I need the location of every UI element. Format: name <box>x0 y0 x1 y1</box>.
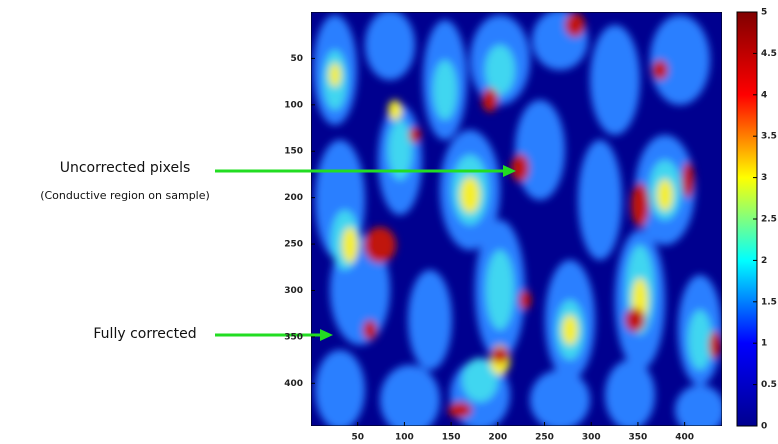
y-tick-label: 300 <box>284 286 303 296</box>
colorbar-tick-label: 2 <box>761 256 767 266</box>
x-tick-label: 100 <box>395 433 414 443</box>
annotation: Fully corrected <box>93 326 196 342</box>
annotation: (Conductive region on sample) <box>40 189 210 202</box>
annotation: Uncorrected pixels <box>60 160 191 176</box>
x-tick-label: 200 <box>488 433 507 443</box>
colorbar-tick-label: 3.5 <box>761 132 777 142</box>
colorbar-tick-label: 4 <box>761 90 767 100</box>
y-tick-label: 250 <box>284 240 303 250</box>
colorbar-tick-label: 1 <box>761 339 767 349</box>
x-tick-label: 150 <box>442 433 461 443</box>
y-tick-label: 150 <box>284 147 303 157</box>
y-tick-label: 50 <box>290 54 303 64</box>
x-tick-label: 50 <box>351 433 364 443</box>
x-tick-label: 300 <box>582 433 601 443</box>
annotation-arrows <box>215 165 516 341</box>
heatmap-image <box>311 12 722 426</box>
colorbar-tick-label: 5 <box>761 8 767 18</box>
x-tick-label: 400 <box>675 433 694 443</box>
x-tick-label: 350 <box>629 433 648 443</box>
y-tick-label: 350 <box>284 332 303 342</box>
colorbar-tick-label: 3 <box>761 173 767 183</box>
y-tick-label: 100 <box>284 100 303 110</box>
colorbar-tick-label: 4.5 <box>761 49 777 59</box>
colorbar-tick-label: 0 <box>761 422 767 432</box>
colorbar-tick-label: 0.5 <box>761 380 777 390</box>
y-tick-label: 200 <box>284 193 303 203</box>
y-tick-label: 400 <box>284 379 303 389</box>
colorbar-tick-label: 2.5 <box>761 215 777 225</box>
x-tick-label: 250 <box>535 433 554 443</box>
colorbar-tick-label: 1.5 <box>761 297 777 307</box>
